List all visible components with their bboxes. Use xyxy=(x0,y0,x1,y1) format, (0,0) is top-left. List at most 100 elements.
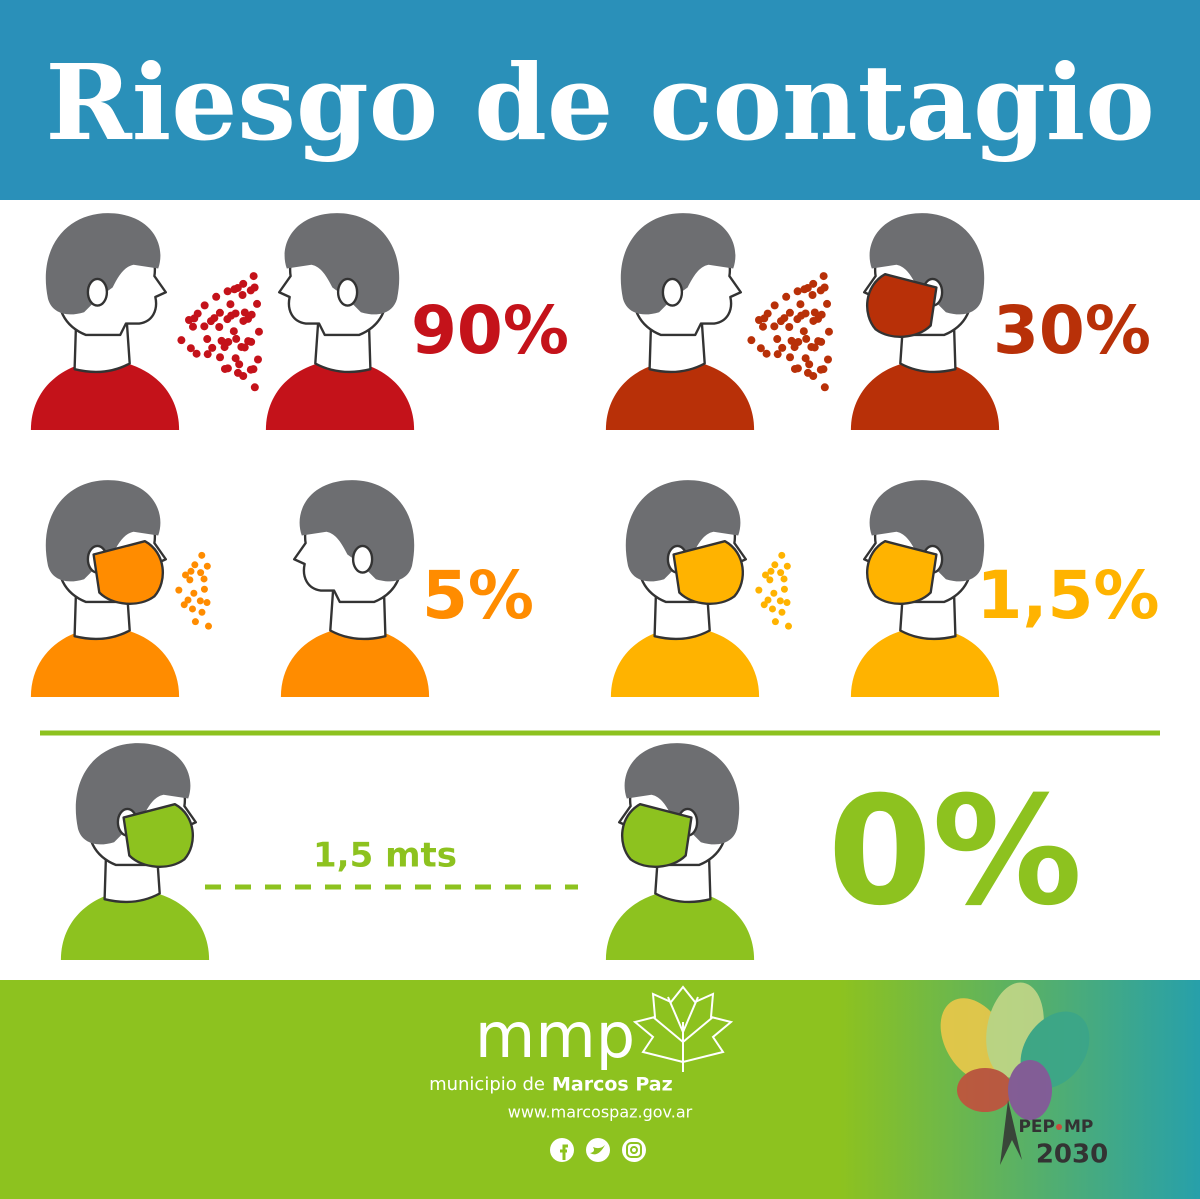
person xyxy=(605,743,755,960)
droplet xyxy=(817,337,826,346)
risk-label: 5% xyxy=(422,557,534,634)
mask xyxy=(92,540,164,605)
hair xyxy=(45,480,161,582)
droplet xyxy=(787,336,796,345)
instagram-glyph xyxy=(630,1146,638,1154)
droplet xyxy=(200,585,208,593)
illustrations xyxy=(30,213,1000,960)
droplet xyxy=(240,308,249,317)
droplet xyxy=(177,336,186,345)
separator-dot xyxy=(1056,1124,1062,1130)
droplet xyxy=(198,608,206,616)
droplet xyxy=(820,383,829,392)
droplet xyxy=(249,365,258,374)
person xyxy=(605,213,755,430)
droplet xyxy=(187,567,195,575)
hair xyxy=(284,213,400,315)
droplet xyxy=(233,283,242,292)
plan-logo xyxy=(940,982,1090,1165)
org-prefix: municipio de xyxy=(429,1074,545,1095)
droplet xyxy=(191,618,199,626)
header-band xyxy=(0,0,1200,200)
risk-label: 90% xyxy=(411,292,569,369)
droplet xyxy=(191,561,199,569)
droplet xyxy=(803,283,812,292)
droplet xyxy=(780,575,788,583)
droplet xyxy=(747,336,756,345)
droplet xyxy=(253,355,262,364)
droplet xyxy=(200,322,209,331)
droplet xyxy=(802,334,811,343)
droplet xyxy=(196,597,204,605)
plan-year: 2030 xyxy=(1036,1140,1108,1170)
droplet xyxy=(824,327,833,336)
droplet xyxy=(192,349,201,358)
droplet xyxy=(239,279,248,288)
droplet xyxy=(760,601,768,609)
droplet xyxy=(223,364,232,373)
mask xyxy=(672,540,744,605)
droplet xyxy=(770,589,778,597)
droplet xyxy=(200,301,209,310)
person xyxy=(30,480,180,697)
droplet xyxy=(808,291,817,300)
droplets xyxy=(175,551,212,630)
hair xyxy=(45,213,161,315)
droplet xyxy=(819,272,828,281)
droplet xyxy=(186,576,194,584)
droplet xyxy=(224,337,233,346)
facebook-glyph xyxy=(560,1144,568,1160)
distance-label: 1,5 mts xyxy=(313,836,457,876)
droplet xyxy=(767,567,775,575)
plan-name: PEP xyxy=(1018,1117,1055,1137)
droplet xyxy=(782,292,791,301)
ear xyxy=(86,277,109,307)
trunk xyxy=(1000,1100,1022,1165)
droplet xyxy=(778,608,786,616)
droplet xyxy=(231,309,240,318)
droplet xyxy=(805,360,814,369)
droplet xyxy=(193,309,202,318)
droplet xyxy=(785,308,794,317)
droplet xyxy=(771,618,779,626)
droplet xyxy=(231,354,240,363)
hair xyxy=(869,213,985,315)
droplet xyxy=(215,308,224,317)
droplet xyxy=(197,569,205,577)
droplet xyxy=(809,372,818,381)
droplet xyxy=(801,354,810,363)
droplet xyxy=(794,337,803,346)
mask xyxy=(122,803,194,868)
person xyxy=(265,213,415,430)
hair xyxy=(624,743,740,845)
person xyxy=(850,213,1000,430)
risk-label: 1,5% xyxy=(976,557,1159,634)
droplet xyxy=(810,343,819,352)
droplet xyxy=(785,323,794,332)
droplet xyxy=(247,337,256,346)
risk-label: 0% xyxy=(828,765,1083,939)
body xyxy=(850,359,1000,430)
hair xyxy=(299,480,415,582)
body xyxy=(30,359,180,430)
leaf xyxy=(1008,1060,1052,1120)
droplet xyxy=(204,622,212,630)
droplet xyxy=(764,596,772,604)
person xyxy=(30,213,180,430)
body xyxy=(605,889,755,960)
droplet xyxy=(249,272,258,281)
body xyxy=(60,889,210,960)
hair xyxy=(625,480,741,582)
droplet xyxy=(188,322,197,331)
social-icons[interactable] xyxy=(550,1138,646,1162)
hair xyxy=(75,743,191,845)
org-name: Marcos Paz xyxy=(552,1074,673,1096)
droplet xyxy=(770,301,779,310)
instagram-icon[interactable] xyxy=(622,1138,646,1162)
mask xyxy=(866,540,938,605)
person xyxy=(850,480,1000,697)
droplet xyxy=(200,575,208,583)
droplet xyxy=(784,622,792,630)
droplets xyxy=(177,272,263,392)
